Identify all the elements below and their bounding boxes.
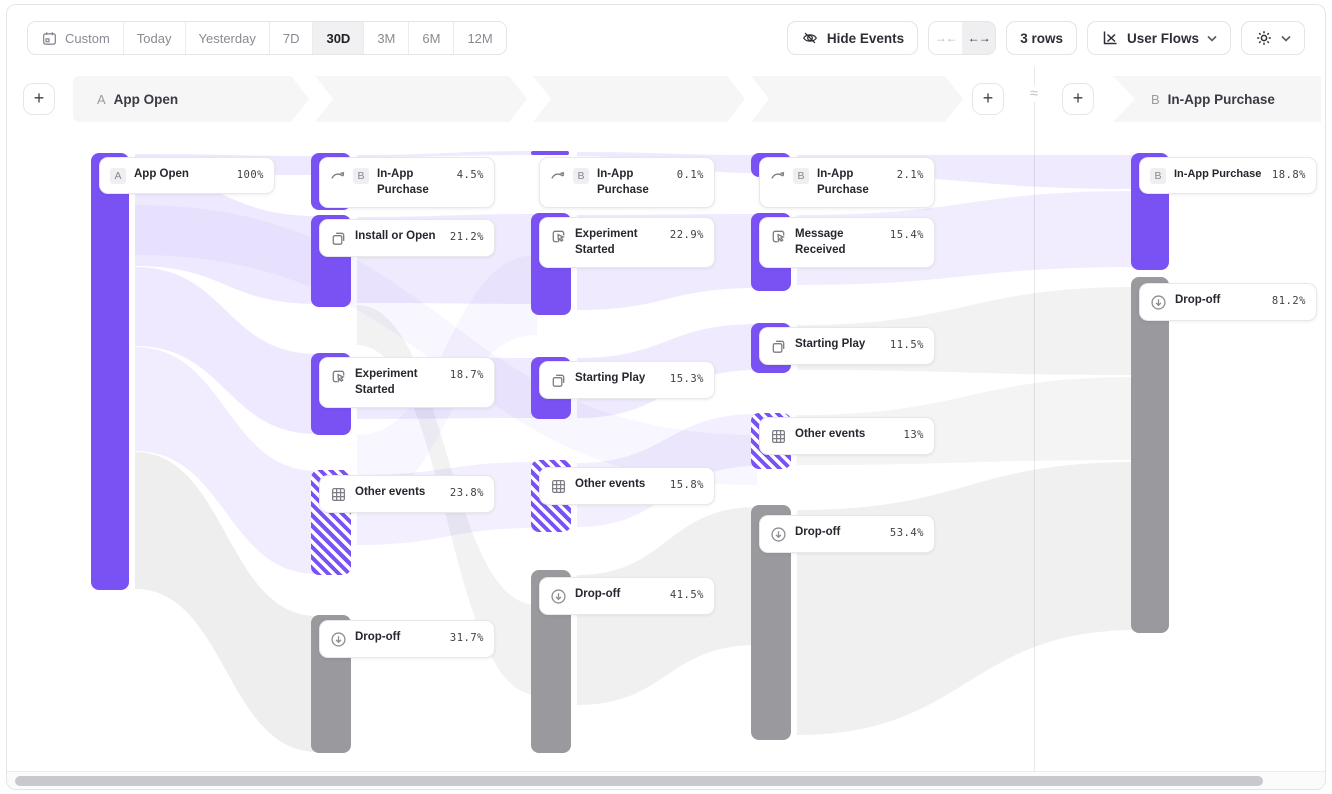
band-segment (533, 76, 745, 122)
grid-icon (332, 488, 345, 501)
flow-steps-band: A App Open (73, 76, 963, 122)
node-card-experiment-started[interactable]: Experiment Started 22.9% (539, 217, 715, 269)
expand-columns-button[interactable]: ←→ (962, 22, 996, 54)
event-badge: B (353, 168, 369, 184)
user-flows-chart-icon (1103, 31, 1117, 45)
node-card-in-app-purchase[interactable]: B In-App Purchase 0.1% (539, 157, 715, 209)
node-bar-drop-off-end[interactable] (1131, 277, 1169, 633)
sankey-canvas: A App Open 100% B In-App Purchase 4.5% I… (7, 67, 1325, 773)
node-card-other-events[interactable]: Other events 23.8% (319, 475, 495, 513)
node-card-app-open[interactable]: A App Open 100% (99, 157, 275, 194)
skip-ahead-icon (331, 172, 345, 179)
band-segment (315, 76, 527, 122)
date-range-custom[interactable]: Custom (28, 22, 124, 54)
node-card-other-events[interactable]: Other events 13% (759, 417, 935, 455)
node-card-drop-off[interactable]: Drop-off 41.5% (539, 577, 715, 615)
toolbar-right-tools: Hide Events →← ←→ 3 rows User Flows (786, 21, 1305, 55)
approx-gap-symbol: ≈ (1020, 85, 1048, 102)
grid-icon (552, 480, 565, 493)
hide-events-button[interactable]: Hide Events (786, 21, 919, 55)
drop-off-icon (771, 527, 786, 542)
skip-ahead-icon (771, 172, 785, 179)
layers-icon (552, 374, 565, 387)
settings-dropdown[interactable] (1241, 21, 1305, 55)
start-event-band-segment[interactable]: A App Open (73, 76, 309, 122)
node-card-in-app-purchase[interactable]: B In-App Purchase 2.1% (759, 157, 935, 209)
node-card-starting-play[interactable]: Starting Play 15.3% (539, 361, 715, 399)
chevron-down-icon (1207, 35, 1217, 42)
date-range-6m[interactable]: 6M (409, 22, 455, 54)
node-card-drop-off[interactable]: Drop-off 31.7% (319, 620, 495, 658)
experiment-icon (772, 230, 785, 243)
node-bar-in-app-purchase[interactable] (531, 151, 569, 155)
node-card-message-received[interactable]: Message Received 15.4% (759, 217, 935, 269)
horizontal-scrollbar-thumb[interactable] (15, 776, 1263, 786)
chevron-down-icon (1281, 35, 1291, 42)
layers-icon (772, 340, 785, 353)
date-range-12m[interactable]: 12M (454, 22, 506, 54)
add-column-button[interactable]: + (972, 83, 1004, 115)
end-event-badge: B (1151, 91, 1160, 107)
calendar-icon (42, 31, 57, 45)
node-card-in-app-purchase-end[interactable]: B In-App Purchase 18.8% (1139, 157, 1317, 194)
end-event-label: In-App Purchase (1167, 91, 1275, 107)
date-range-30d-selected[interactable]: 30D (313, 22, 365, 54)
layers-icon (332, 232, 345, 245)
eye-off-icon (802, 32, 817, 44)
horizontal-scrollbar-track[interactable] (7, 771, 1325, 789)
node-card-starting-play[interactable]: Starting Play 11.5% (759, 327, 935, 365)
drop-off-icon (1151, 295, 1166, 310)
user-flows-window: Custom Today Yesterday 7D 30D 3M 6M 12M … (6, 4, 1326, 790)
gear-icon (1257, 31, 1271, 45)
experiment-icon (332, 370, 345, 383)
skip-ahead-icon (551, 172, 565, 179)
event-badge: B (793, 168, 809, 184)
collapse-columns-button[interactable]: →← (929, 22, 963, 54)
view-selector-dropdown[interactable]: User Flows (1086, 21, 1231, 55)
node-bar-app-open[interactable] (91, 153, 129, 590)
node-card-other-events[interactable]: Other events 15.8% (539, 467, 715, 505)
band-segment (751, 76, 963, 122)
node-card-experiment-started[interactable]: Experiment Started 18.7% (319, 357, 495, 409)
toolbar: Custom Today Yesterday 7D 30D 3M 6M 12M … (7, 5, 1325, 67)
node-card-in-app-purchase[interactable]: B In-App Purchase 4.5% (319, 157, 495, 209)
start-event-badge: A (97, 91, 106, 107)
end-event-band-segment[interactable]: B In-App Purchase (1113, 76, 1321, 122)
event-badge: A (110, 168, 126, 184)
node-width-segmented-control: →← ←→ (928, 21, 997, 55)
node-card-install-or-open[interactable]: Install or Open 21.2% (319, 219, 495, 257)
node-card-drop-off[interactable]: Drop-off 53.4% (759, 515, 935, 553)
drop-off-icon (551, 589, 566, 604)
drop-off-icon (331, 632, 346, 647)
node-card-drop-off-end[interactable]: Drop-off 81.2% (1139, 283, 1317, 321)
date-range-yesterday[interactable]: Yesterday (185, 22, 270, 54)
date-range-7d[interactable]: 7D (269, 22, 314, 54)
event-badge: B (1150, 168, 1166, 184)
grid-icon (772, 430, 785, 443)
date-range-segmented-control: Custom Today Yesterday 7D 30D 3M 6M 12M (27, 21, 507, 55)
date-range-3m[interactable]: 3M (364, 22, 410, 54)
add-start-step-button[interactable]: + (23, 83, 55, 115)
date-range-label: Custom (65, 30, 110, 46)
experiment-icon (552, 230, 565, 243)
event-badge: B (573, 168, 589, 184)
rows-count-button[interactable]: 3 rows (1006, 21, 1077, 55)
date-range-today[interactable]: Today (123, 22, 186, 54)
add-end-step-button[interactable]: + (1062, 83, 1094, 115)
flow-gap-divider (1034, 67, 1035, 773)
start-event-label: App Open (113, 91, 179, 107)
